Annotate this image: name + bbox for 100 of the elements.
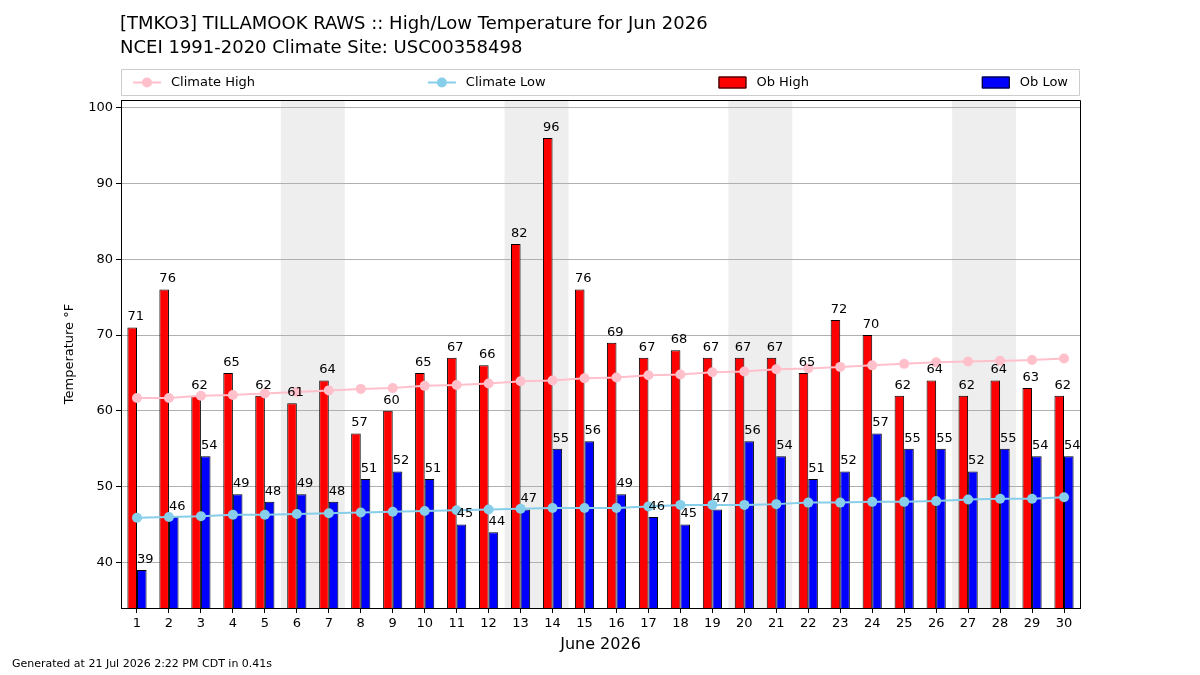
- point: [579, 502, 590, 513]
- y-tick-label: 60: [96, 402, 113, 418]
- point: [195, 511, 206, 522]
- x-tick-label: 21: [768, 615, 785, 631]
- data-label: 54: [1032, 437, 1049, 453]
- x-tick-label: 14: [544, 615, 561, 631]
- data-label: 55: [904, 429, 921, 445]
- data-label: 68: [670, 331, 688, 347]
- data-label: 54: [776, 437, 793, 453]
- data-label: 62: [958, 376, 976, 392]
- point: [739, 366, 750, 377]
- point: [675, 499, 686, 510]
- point: [259, 388, 270, 399]
- data-label: 55: [552, 429, 570, 445]
- x-tick-label: 9: [388, 615, 397, 631]
- x-tick-label: 17: [640, 615, 657, 631]
- x-tick-label: 25: [895, 615, 913, 631]
- y-tick-label: 100: [88, 98, 113, 114]
- data-label: 63: [1022, 368, 1040, 384]
- point: [835, 497, 846, 508]
- point: [867, 360, 878, 371]
- x-tick-label: 1: [132, 615, 142, 631]
- point: [1027, 355, 1038, 366]
- point: [899, 496, 910, 507]
- data-label: 47: [520, 490, 538, 506]
- x-tick-label: 11: [448, 615, 465, 631]
- point: [515, 376, 526, 387]
- point: [483, 378, 494, 389]
- point: [867, 496, 878, 507]
- data-label: 96: [542, 118, 560, 134]
- point: [771, 364, 782, 375]
- point: [131, 392, 142, 403]
- point: [611, 372, 622, 383]
- data-label: 39: [136, 550, 154, 566]
- data-label: 70: [862, 315, 880, 331]
- data-label: 64: [990, 361, 1008, 377]
- data-label: 52: [840, 452, 857, 468]
- point: [931, 496, 942, 507]
- point: [227, 389, 238, 400]
- x-tick-label: 18: [672, 615, 689, 631]
- x-tick-label: 4: [228, 615, 238, 631]
- point: [899, 358, 910, 369]
- chart-subtitle: NCEI 1991-2020 Climate Site: USC00358498: [120, 35, 524, 59]
- data-label: 51: [424, 459, 442, 475]
- data-label: 62: [255, 376, 272, 392]
- point: [579, 373, 590, 384]
- data-label: 69: [606, 323, 624, 339]
- x-tick-label: 13: [512, 615, 529, 631]
- y-tick-label: 70: [96, 326, 113, 342]
- point: [291, 508, 302, 519]
- legend-label: Ob High: [756, 73, 809, 89]
- data-label: 65: [223, 353, 240, 369]
- point: [1059, 353, 1070, 364]
- point: [835, 361, 846, 372]
- data-label: 48: [264, 482, 282, 498]
- point: [643, 370, 654, 381]
- point: [227, 509, 238, 520]
- data-label: 47: [712, 490, 729, 506]
- x-tick-label: 20: [736, 615, 753, 631]
- point: [195, 390, 206, 401]
- point: [387, 506, 398, 517]
- point: [515, 503, 526, 514]
- data-label: 51: [808, 459, 825, 475]
- data-label: 67: [702, 338, 720, 354]
- data-label: 64: [926, 361, 944, 377]
- x-tick-label: 26: [927, 615, 945, 631]
- point: [387, 383, 398, 394]
- y-tick-label: 50: [96, 478, 113, 494]
- legend-label: Ob Low: [1019, 73, 1069, 89]
- point: [163, 512, 174, 523]
- data-label: 64: [319, 361, 336, 377]
- data-label: 49: [296, 475, 314, 491]
- data-label: 57: [351, 414, 368, 430]
- x-tick-label: 5: [260, 615, 269, 631]
- legend-label: Climate Low: [465, 73, 546, 89]
- data-label: 65: [415, 353, 432, 369]
- data-label: 67: [734, 338, 752, 354]
- data-label: 56: [584, 422, 602, 438]
- point: [547, 502, 558, 513]
- x-tick-label: 24: [863, 615, 881, 631]
- data-label: 46: [648, 497, 665, 513]
- y-tick-label: 90: [96, 174, 113, 190]
- data-label: 48: [328, 482, 346, 498]
- x-tick-label: 27: [959, 615, 977, 631]
- data-label: 51: [360, 459, 378, 475]
- data-label: 56: [744, 422, 761, 438]
- x-tick-label: 30: [1055, 615, 1073, 631]
- data-label: 55: [1000, 429, 1017, 445]
- point: [163, 392, 174, 403]
- x-tick-label: 16: [608, 615, 625, 631]
- point: [771, 499, 782, 510]
- point: [995, 493, 1006, 504]
- point: [259, 509, 270, 520]
- x-tick-label: 7: [324, 615, 333, 631]
- point: [675, 369, 686, 380]
- point: [739, 499, 750, 510]
- point: [963, 494, 974, 505]
- data-label: 55: [936, 429, 953, 445]
- data-label: 52: [392, 452, 410, 468]
- x-tick-label: 28: [991, 615, 1009, 631]
